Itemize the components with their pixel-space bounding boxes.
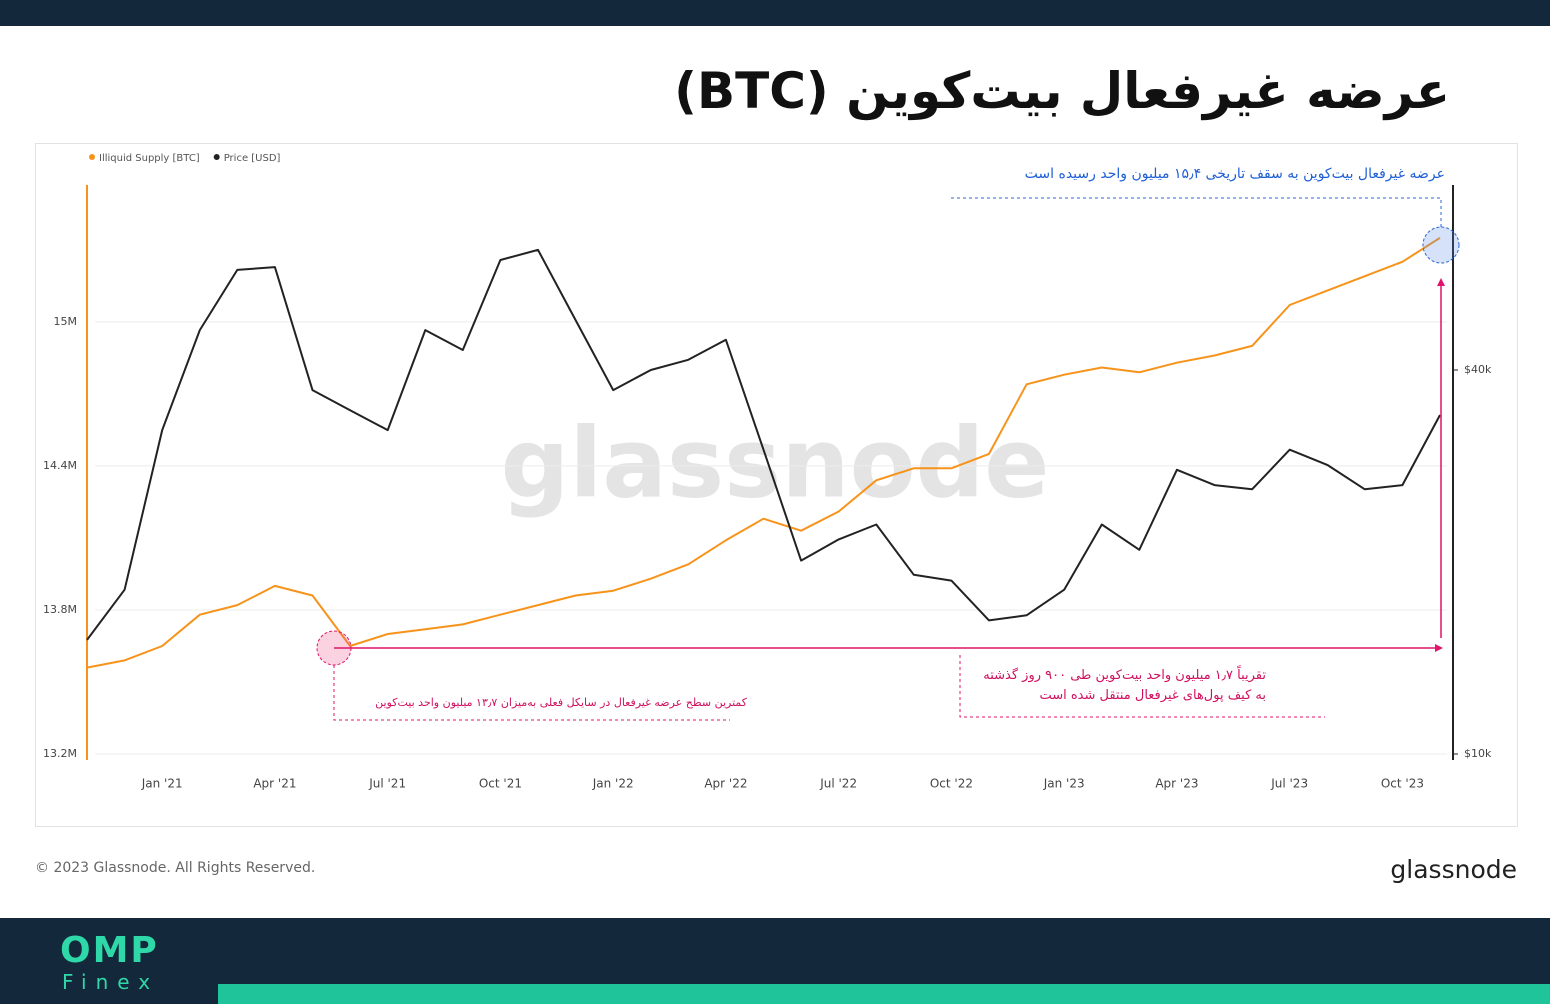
- x-tick-label: Oct '22: [930, 777, 973, 791]
- x-tick-label: Jan '21: [141, 777, 183, 791]
- x-tick-label: Jul '22: [819, 777, 857, 791]
- x-tick-label: Oct '23: [1381, 777, 1424, 791]
- arrow-head: [1435, 644, 1443, 652]
- x-tick-label: Jul '23: [1270, 777, 1308, 791]
- page-title: عرضه غیرفعال بیت‌کوین (BTC): [674, 62, 1450, 120]
- watermark: glassnode: [501, 407, 1050, 519]
- y-tick-label: 14.4M: [43, 459, 77, 472]
- legend-label: Illiquid Supply [BTC]: [99, 153, 200, 164]
- y2-tick-label: $10k: [1464, 747, 1492, 760]
- arrow-head: [1437, 278, 1445, 286]
- series-line: [86, 236, 1441, 669]
- copyright: © 2023 Glassnode. All Rights Reserved.: [35, 860, 316, 876]
- x-tick-label: Jan '22: [592, 777, 634, 791]
- leader-line: [333, 665, 730, 721]
- annotation: به کیف پول‌های غیرفعال منتقل شده است: [1039, 688, 1266, 703]
- x-tick-label: Jan '23: [1043, 777, 1085, 791]
- footer-logo: glassnode: [1390, 855, 1517, 884]
- highlight-circle: [1422, 226, 1460, 264]
- leader-line: [959, 655, 1325, 718]
- legend-label: Price [USD]: [224, 153, 281, 164]
- annotation: کمترین سطح عرضه غیرفعال در سایکل فعلی به…: [375, 696, 747, 709]
- y-tick-label: 15M: [54, 315, 78, 328]
- y-tick-label: 13.8M: [43, 603, 77, 616]
- legend-marker: [89, 154, 95, 160]
- x-tick-label: Apr '22: [704, 777, 747, 791]
- x-tick-label: Apr '23: [1155, 777, 1198, 791]
- leader-line: [948, 197, 1442, 227]
- annotation: عرضه غیرفعال بیت‌کوین به سقف تاریخی ۱۵٫۴…: [1024, 166, 1445, 182]
- x-tick-label: Oct '21: [479, 777, 522, 791]
- x-tick-label: Jul '21: [368, 777, 406, 791]
- annotation: تقریباً ۱٫۷ میلیون واحد بیت‌کوین طی ۹۰۰ …: [983, 668, 1266, 683]
- series-line: [86, 248, 1441, 641]
- bottom-strip: [218, 984, 1550, 1004]
- x-tick-label: Apr '21: [253, 777, 296, 791]
- chart-frame: [35, 143, 1518, 827]
- legend-marker: [213, 154, 220, 160]
- brand-sub: Finex: [62, 970, 160, 994]
- top-band: [0, 0, 1550, 26]
- y2-tick-label: $40k: [1464, 363, 1492, 376]
- y-tick-label: 13.2M: [43, 747, 77, 760]
- brand-name: OMP: [60, 930, 159, 971]
